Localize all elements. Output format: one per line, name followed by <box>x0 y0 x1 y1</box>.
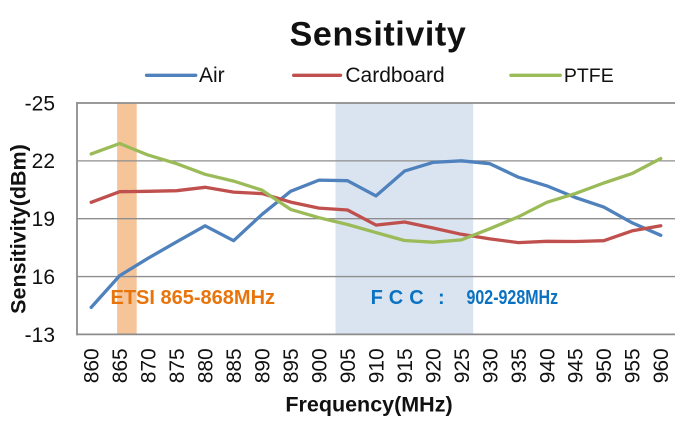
svg-text:22: 22 <box>32 150 55 173</box>
svg-text:860: 860 <box>81 348 104 383</box>
svg-text:Air: Air <box>199 64 225 87</box>
svg-text:16: 16 <box>32 266 55 289</box>
svg-text:875: 875 <box>166 348 189 383</box>
svg-text:920: 920 <box>422 348 445 383</box>
svg-text:-13: -13 <box>25 324 55 347</box>
svg-text:960: 960 <box>650 348 673 383</box>
svg-text:910: 910 <box>365 348 388 383</box>
svg-text:890: 890 <box>252 348 275 383</box>
svg-text:930: 930 <box>479 348 502 383</box>
svg-text:900: 900 <box>308 348 331 383</box>
svg-text:ETSI 865-868MHz: ETSI 865-868MHz <box>111 287 276 309</box>
svg-text:915: 915 <box>394 348 417 383</box>
svg-text:940: 940 <box>536 348 559 383</box>
svg-text:935: 935 <box>508 348 531 383</box>
svg-text:865: 865 <box>109 348 132 383</box>
svg-text:-25: -25 <box>25 92 55 115</box>
svg-text:19: 19 <box>32 208 55 231</box>
svg-text:880: 880 <box>195 348 218 383</box>
svg-text:945: 945 <box>565 348 588 383</box>
svg-text:955: 955 <box>622 348 645 383</box>
svg-text:870: 870 <box>138 348 161 383</box>
svg-text:Sensitivity(dBm): Sensitivity(dBm) <box>7 144 31 314</box>
svg-text:885: 885 <box>223 348 246 383</box>
svg-text:FCC: FCC <box>371 287 430 309</box>
svg-text:Sensitivity: Sensitivity <box>290 16 467 54</box>
svg-text:950: 950 <box>593 348 616 383</box>
svg-text:895: 895 <box>280 348 303 383</box>
svg-text:902-928MHz: 902-928MHz <box>467 286 559 308</box>
svg-text:Frequency(MHz): Frequency(MHz) <box>285 393 452 417</box>
svg-text:925: 925 <box>451 348 474 383</box>
svg-text:PTFE: PTFE <box>564 65 614 87</box>
svg-text::: : <box>438 287 445 309</box>
svg-text:Cardboard: Cardboard <box>345 64 444 87</box>
svg-text:905: 905 <box>337 348 360 383</box>
